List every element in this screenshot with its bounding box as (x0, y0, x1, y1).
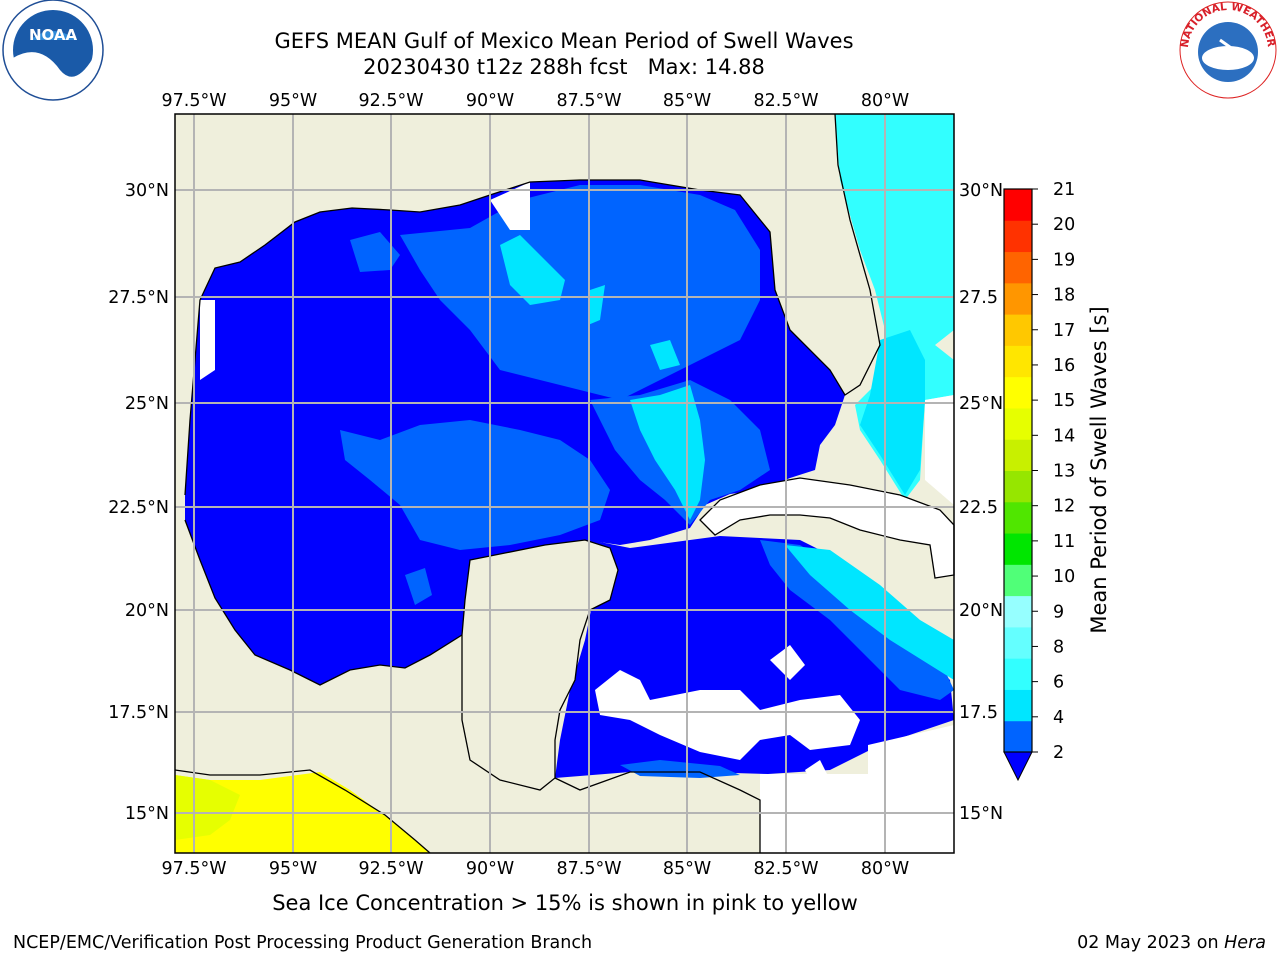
colorbar-segments (1004, 189, 1032, 753)
lon-label: 85°W (663, 859, 711, 879)
colorbar-segment (1004, 407, 1032, 440)
lon-label: 97.5°W (161, 91, 226, 111)
lon-labels-bottom: 97.5°W 95°W 92.5°W 90°W 87.5°W 85°W 82.5… (161, 859, 909, 879)
lat-label: 27.5 (959, 288, 998, 308)
colorbar-segment (1004, 720, 1032, 753)
colorbar-segment (1004, 376, 1032, 409)
colorbar-tick-label: 12 (1053, 497, 1075, 517)
colorbar-segment (1004, 251, 1032, 284)
footer-branch: NCEP/EMC/Verification Post Processing Pr… (13, 933, 593, 953)
colorbar-segment (1004, 470, 1032, 503)
colorbar-tick-label: 18 (1053, 286, 1075, 306)
colorbar-segment (1004, 439, 1032, 471)
colorbar-tick-label: 6 (1053, 673, 1064, 693)
chart-title: GEFS MEAN Gulf of Mexico Mean Period of … (274, 29, 854, 53)
colorbar-tick-label: 16 (1053, 356, 1075, 376)
colorbar-tick-label: 15 (1053, 391, 1075, 411)
lon-label: 95°W (269, 91, 317, 111)
lon-label: 92.5°W (358, 859, 423, 879)
lon-label: 85°W (663, 91, 711, 111)
lon-label: 87.5°W (556, 859, 621, 879)
lon-label: 87.5°W (556, 91, 621, 111)
colorbar-segment (1004, 282, 1032, 315)
lat-label: 15°N (959, 804, 1003, 824)
lat-labels-left: 30°N 27.5°N 25°N 22.5°N 20°N 17.5°N 15°N (108, 181, 169, 824)
map-frame (174, 113, 955, 854)
lon-label: 80°W (861, 859, 909, 879)
colorbar-segment (1004, 533, 1032, 565)
map-panel (174, 113, 955, 854)
lon-label: 95°W (269, 859, 317, 879)
colorbar-segment (1004, 564, 1032, 597)
lat-label: 20°N (959, 601, 1003, 621)
colorbar-tick-label: 19 (1053, 250, 1075, 270)
colorbar-segment (1004, 345, 1032, 378)
colorbar-ticks: 2 4 6 8 9 10 11 12 13 14 15 16 17 18 19 20 21 (1032, 180, 1075, 763)
colorbar-tick-label: 4 (1053, 708, 1064, 728)
cuba-land (699, 477, 955, 579)
colorbar-segment (1004, 501, 1032, 534)
footer-date: 02 May 2023 on Hera (1077, 933, 1266, 953)
map-gridlines (175, 114, 954, 853)
colorbar-segment (1004, 626, 1032, 659)
colorbar-segment (1004, 189, 1032, 221)
colorbar-tick-label: 14 (1053, 426, 1075, 446)
colorbar-tick-label: 21 (1053, 180, 1075, 200)
colorbar-segment (1004, 314, 1032, 346)
lat-label: 30°N (125, 181, 169, 201)
colorbar-segment (1004, 595, 1032, 628)
lat-label: 30°N (959, 181, 1003, 201)
lon-label: 97.5°W (161, 859, 226, 879)
lon-label: 92.5°W (358, 91, 423, 111)
colorbar-tick-label: 11 (1053, 532, 1075, 552)
lon-labels-top: 97.5°W 95°W 92.5°W 90°W 87.5°W 85°W 82.5… (161, 91, 909, 111)
lat-label: 27.5°N (108, 288, 169, 308)
colorbar-label: Mean Period of Swell Waves [s] (1087, 306, 1111, 633)
lon-label: 80°W (861, 91, 909, 111)
colorbar-tick-label: 17 (1053, 321, 1075, 341)
lat-label: 25°N (125, 394, 169, 414)
footer-host: Hera (1224, 933, 1266, 953)
colorbar-segment (1004, 689, 1032, 722)
lat-label: 22.5 (959, 498, 998, 518)
lon-label: 82.5°W (753, 859, 818, 879)
noaa-logo-text: NOAA (29, 26, 78, 44)
yucatan-land (461, 539, 619, 791)
colorbar-tick-label: 9 (1053, 602, 1064, 622)
lat-label: 15°N (125, 804, 169, 824)
national-weather-service-logo-icon: NATIONAL WEATHER SERVICE (1176, 0, 1277, 99)
lat-label: 17.5°N (108, 703, 169, 723)
colorbar-segment (1004, 658, 1032, 690)
lon-label: 90°W (466, 859, 514, 879)
chart-subtitle: 20230430 t12z 288h fcst Max: 14.88 (363, 55, 765, 79)
lon-label: 82.5°W (753, 91, 818, 111)
lat-label: 25°N (959, 394, 1003, 414)
lon-label: 90°W (466, 91, 514, 111)
lat-label: 22.5°N (108, 498, 169, 518)
noaa-logo-icon: NOAA (2, 0, 104, 101)
colorbar-tick-label: 20 (1053, 215, 1075, 235)
sea-ice-caption: Sea Ice Concentration > 15% is shown in … (272, 891, 858, 915)
colorbar-tick-label: 8 (1053, 637, 1064, 657)
colorbar-tick-label: 2 (1053, 743, 1064, 763)
lat-labels-right: 30°N 27.5 25°N 22.5 20°N 17.5 15°N (959, 181, 1003, 824)
lat-label: 17.5 (959, 703, 998, 723)
footer-date-text: 02 May 2023 on (1077, 933, 1219, 953)
colorbar-extend-triangle (1003, 751, 1033, 782)
colorbar: 2 4 6 8 9 10 11 12 13 14 15 16 17 18 19 20 21 Mean Perio… (1003, 180, 1111, 782)
lat-label: 20°N (125, 601, 169, 621)
colorbar-segment (1004, 220, 1032, 253)
colorbar-tick-label: 10 (1053, 567, 1075, 587)
colorbar-tick-label: 13 (1053, 462, 1075, 482)
